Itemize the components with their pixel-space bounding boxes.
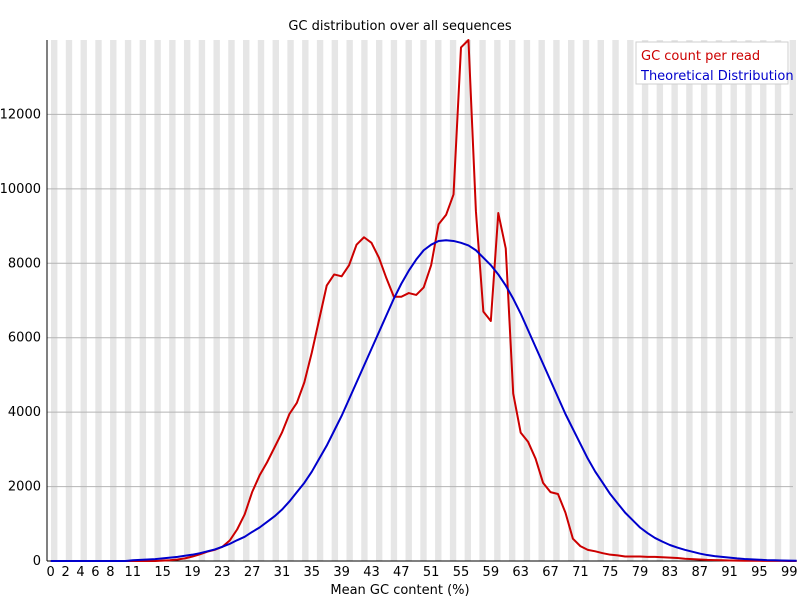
background-band — [523, 40, 531, 561]
x-tick-label: 79 — [632, 565, 649, 580]
series-line-theoretical — [50, 239, 797, 562]
y-tick-labels: 0 2000 4000 6000 8000 10000 12000 — [0, 107, 41, 569]
x-tick-label: 63 — [512, 565, 529, 580]
background-band — [405, 40, 412, 561]
background-band — [508, 40, 516, 561]
x-tick-label: 51 — [423, 565, 440, 580]
background-band — [700, 40, 708, 561]
x-tick-label: 67 — [542, 565, 559, 580]
background-band — [183, 40, 191, 561]
background-band — [302, 40, 309, 561]
series-line-gc-count — [50, 39, 797, 562]
background-bands — [51, 40, 796, 561]
background-band — [243, 40, 250, 561]
background-band — [139, 40, 147, 561]
background-band — [582, 40, 590, 561]
x-tick-label: 55 — [453, 565, 470, 580]
background-band — [789, 40, 796, 561]
y-tick-label: 10000 — [0, 182, 41, 197]
background-band — [745, 40, 752, 561]
background-band — [110, 40, 117, 561]
background-band — [346, 40, 353, 561]
background-band — [538, 40, 545, 561]
background-band — [449, 40, 457, 561]
background-band — [730, 40, 737, 561]
chart-title: GC distribution over all sequences — [288, 19, 512, 34]
x-tick-labels: 0 2 4 6 8 11 15 19 23 27 31 35 39 43 47 51 55 59 63 67 71 75 7… — [47, 565, 798, 580]
x-tick-label: 71 — [572, 565, 589, 580]
background-band — [51, 40, 58, 561]
legend-entry-theoretical: Theoretical Distribution — [640, 69, 794, 84]
x-tick-label: 75 — [602, 565, 619, 580]
background-band — [124, 40, 132, 561]
y-tick-label: 0 — [33, 554, 41, 569]
background-band — [760, 40, 767, 561]
background-band — [65, 40, 73, 561]
background-band — [656, 40, 664, 561]
x-tick-label: 95 — [751, 565, 768, 580]
legend-box — [635, 41, 789, 85]
background-band — [686, 40, 693, 561]
x-tick-label: 99 — [781, 565, 798, 580]
background-band — [213, 40, 220, 561]
background-band — [671, 40, 678, 561]
background-band — [627, 40, 634, 561]
background-band — [715, 40, 723, 561]
background-band — [316, 40, 324, 561]
x-tick-label: 35 — [304, 565, 321, 580]
x-tick-label: 43 — [363, 565, 380, 580]
y-tick-label: 2000 — [8, 480, 41, 495]
x-tick-label: 83 — [662, 565, 679, 580]
legend-entry-gc-count: GC count per read — [641, 49, 760, 64]
y-tick-label: 6000 — [8, 331, 41, 346]
background-band — [169, 40, 176, 561]
background-band — [612, 40, 619, 561]
background-band — [257, 40, 265, 561]
background-band — [420, 40, 427, 561]
background-band — [435, 40, 442, 561]
background-band — [272, 40, 279, 561]
background-band — [198, 40, 206, 561]
x-tick-label: 8 — [106, 565, 114, 580]
background-band — [464, 40, 472, 561]
background-band — [331, 40, 339, 561]
x-tick-label: 23 — [214, 565, 231, 580]
x-tick-label: 2 — [61, 565, 69, 580]
background-band — [375, 40, 383, 561]
background-band — [95, 40, 102, 561]
x-tick-label: 31 — [274, 565, 291, 580]
background-band — [597, 40, 604, 561]
x-tick-label: 47 — [393, 565, 410, 580]
x-axis-label: Mean GC content (%) — [330, 583, 469, 598]
x-tick-label: 4 — [76, 565, 84, 580]
y-tick-label: 8000 — [8, 256, 41, 271]
background-band — [641, 40, 649, 561]
background-band — [287, 40, 294, 561]
x-tick-label: 19 — [184, 565, 201, 580]
y-tick-label: 4000 — [8, 405, 41, 420]
background-band — [494, 40, 501, 561]
x-tick-label: 0 — [47, 565, 55, 580]
x-tick-label: 11 — [124, 565, 141, 580]
background-band — [553, 40, 560, 561]
x-tick-label: 6 — [91, 565, 99, 580]
x-tick-label: 87 — [691, 565, 708, 580]
x-tick-label: 39 — [333, 565, 350, 580]
horizontal-gridlines — [47, 113, 793, 488]
background-band — [80, 40, 87, 561]
background-band — [568, 40, 575, 561]
x-tick-label: 91 — [721, 565, 738, 580]
background-band — [774, 40, 782, 561]
legend: GC count per read Theoretical Distributi… — [635, 41, 794, 85]
x-tick-label: 59 — [483, 565, 500, 580]
background-band — [154, 40, 161, 561]
x-tick-label: 27 — [244, 565, 261, 580]
series-lines — [50, 39, 797, 562]
y-tick-label: 12000 — [0, 107, 41, 122]
background-band — [228, 40, 235, 561]
background-band — [361, 40, 368, 561]
x-tick-label: 15 — [154, 565, 171, 580]
